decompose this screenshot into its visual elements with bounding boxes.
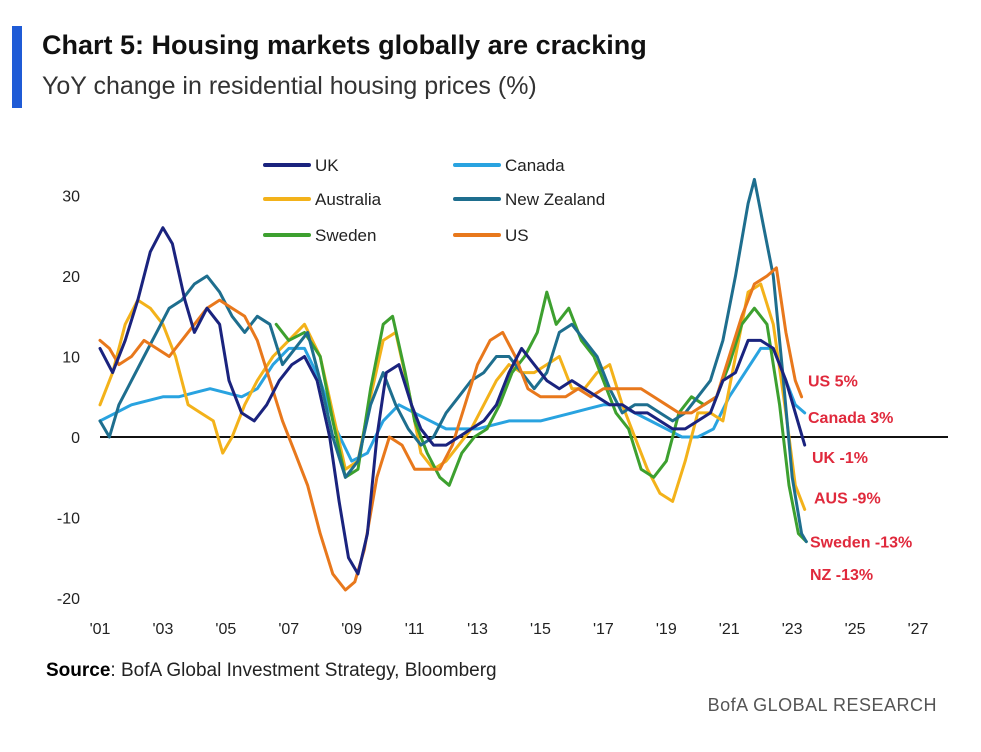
end-value-annotation: NZ -13% <box>810 567 873 584</box>
source-note: Source: BofA Global Investment Strategy,… <box>46 660 497 682</box>
brand-label: BofA GLOBAL RESEARCH <box>707 695 937 715</box>
x-tick-label: '09 <box>341 621 362 638</box>
x-tick-label: '03 <box>152 621 173 638</box>
x-tick-label: '13 <box>467 621 488 638</box>
series-line-uk <box>98 226 807 576</box>
x-tick-label: '01 <box>90 621 111 638</box>
x-tick-label: '07 <box>278 621 299 638</box>
accent-bar <box>12 26 22 108</box>
end-value-annotation: Canada 3% <box>808 410 893 427</box>
y-tick-label: 0 <box>71 430 80 447</box>
series-line-canada <box>98 346 807 463</box>
x-tick-label: '15 <box>530 621 551 638</box>
x-tick-label: '25 <box>845 621 866 638</box>
series-line-australia <box>98 282 807 511</box>
y-tick-label: 20 <box>62 269 80 286</box>
series-line-sweden <box>274 290 808 544</box>
y-tick-label: -20 <box>57 591 80 608</box>
legend-label-canada: Canada <box>505 156 565 175</box>
series-line-us <box>98 266 804 592</box>
x-tick-label: '27 <box>908 621 929 638</box>
legend-label-australia: Australia <box>315 190 382 209</box>
line-chart: -20 -10 0 10 20 30 '01 '03 '05 '07 '09 '11 '13 '15 '17… <box>57 156 948 638</box>
end-value-annotation: UK -1% <box>812 450 868 467</box>
chart-title: Chart 5: Housing markets globally are cr… <box>42 30 647 60</box>
series-line-new-zealand <box>98 177 808 544</box>
source-text: : BofA Global Investment Strategy, Bloom… <box>110 660 497 681</box>
y-tick-label: 10 <box>62 350 80 367</box>
source-label: Source <box>46 660 111 681</box>
x-tick-label: '11 <box>405 621 425 638</box>
legend-label-uk: UK <box>315 156 339 175</box>
x-tick-label: '17 <box>593 621 614 638</box>
x-tick-label: '05 <box>215 621 236 638</box>
x-tick-label: '21 <box>719 621 740 638</box>
legend-label-sweden: Sweden <box>315 226 376 245</box>
end-value-annotation: Sweden -13% <box>810 535 912 552</box>
legend-label-us: US <box>505 226 529 245</box>
x-tick-label: '23 <box>782 621 803 638</box>
chart-subtitle: YoY change in residential housing prices… <box>42 72 537 100</box>
end-value-annotation: US 5% <box>808 374 858 391</box>
legend-label-new-zealand: New Zealand <box>505 190 605 209</box>
y-tick-label: 30 <box>62 189 80 206</box>
x-tick-label: '19 <box>656 621 677 638</box>
end-value-annotation: AUS -9% <box>814 490 881 507</box>
y-tick-label: -10 <box>57 511 80 528</box>
